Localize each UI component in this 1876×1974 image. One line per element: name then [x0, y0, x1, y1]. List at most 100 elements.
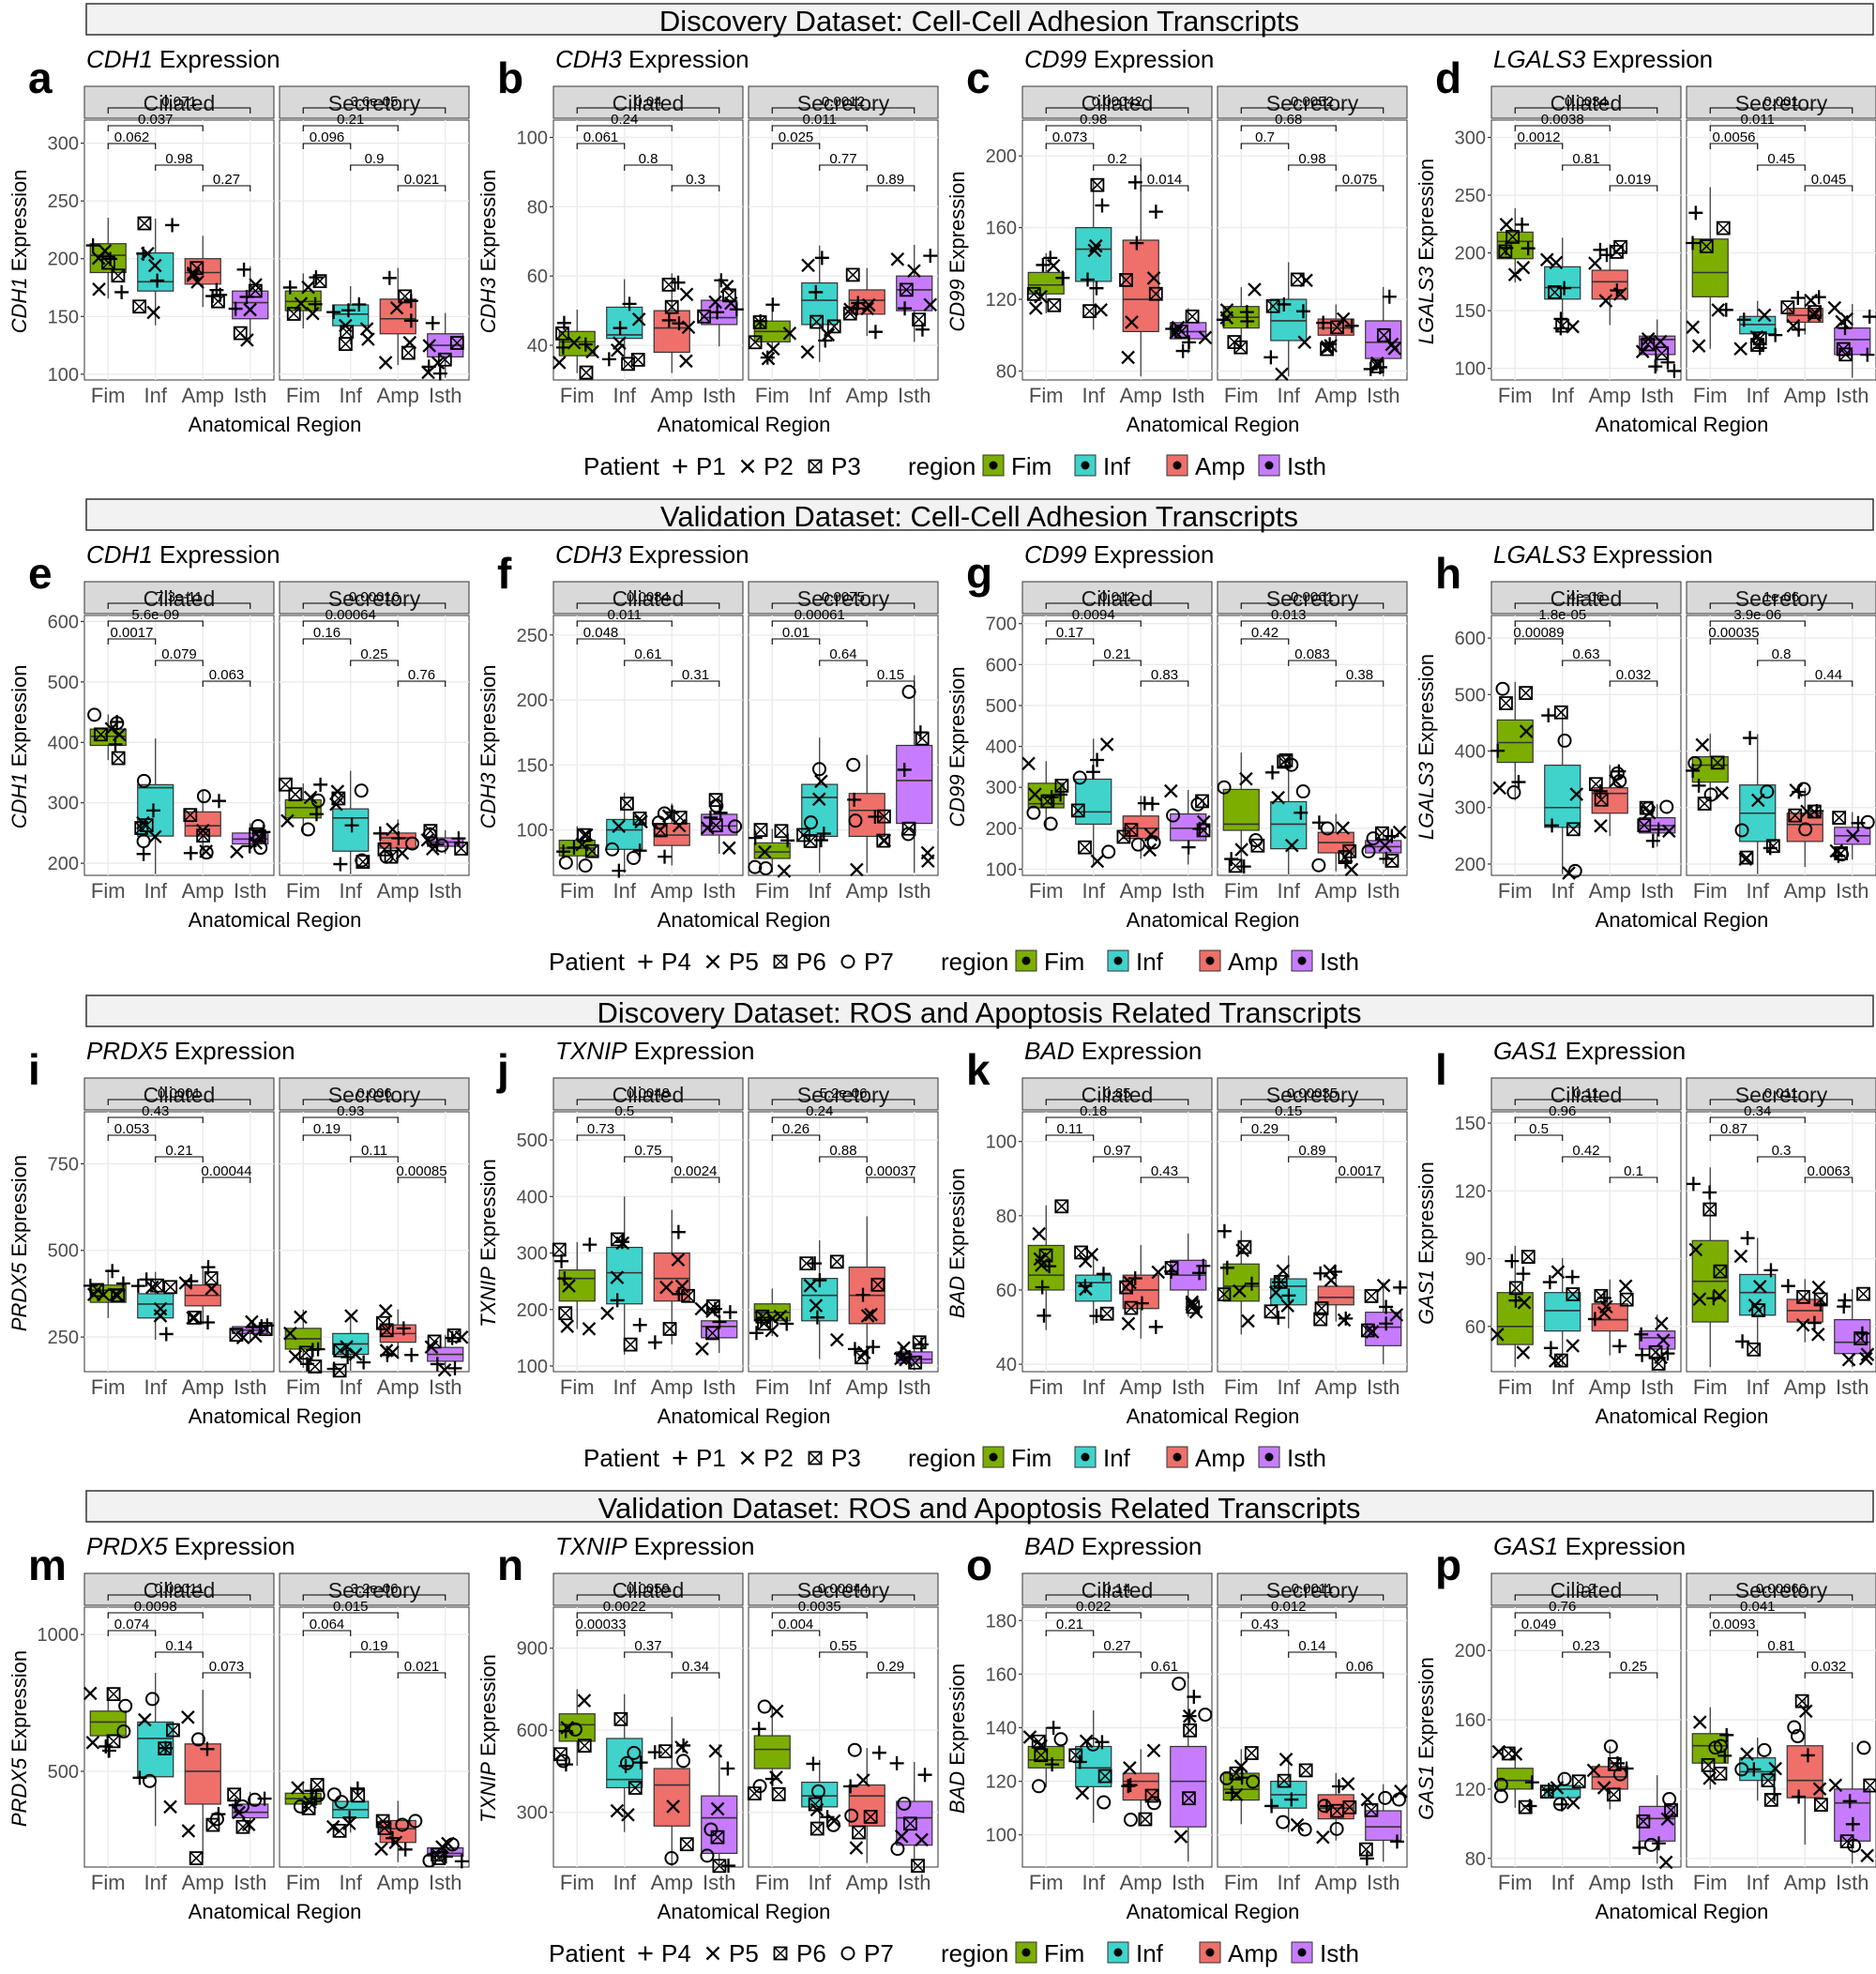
p-value-label: 0.98	[1080, 112, 1107, 128]
panel-letter: p	[1435, 1541, 1461, 1589]
y-tick-label: 90	[1465, 1250, 1486, 1270]
p-value-label: 0.0001	[158, 1086, 201, 1101]
data-point	[351, 1788, 365, 1802]
p-value-label: 0.0061	[1291, 589, 1334, 605]
x-tick-label: Inf	[340, 1375, 363, 1399]
data-point	[1618, 1279, 1633, 1294]
facet-strip	[1021, 1572, 1213, 1606]
data-point	[1795, 1318, 1810, 1332]
p-value-label: 0.013	[1271, 607, 1307, 623]
data-point	[697, 309, 712, 324]
data-point	[816, 826, 831, 841]
data-point	[1344, 862, 1359, 877]
data-point	[671, 1224, 686, 1239]
data-point	[811, 762, 826, 777]
data-point	[1336, 821, 1351, 835]
data-point	[1499, 696, 1513, 710]
data-point	[818, 333, 833, 348]
facet-label: Secretory	[797, 1578, 890, 1602]
data-point	[1054, 779, 1069, 793]
data-point	[1620, 1293, 1634, 1307]
data-point	[679, 287, 694, 302]
data-point	[1863, 1778, 1876, 1793]
p-value-label: 0.00061	[794, 607, 845, 623]
data-point	[1832, 811, 1846, 825]
sig-bracket	[1045, 1116, 1142, 1123]
data-point	[809, 284, 824, 299]
data-point	[1277, 754, 1292, 769]
data-point	[1281, 1288, 1296, 1303]
sig-bracket	[1514, 107, 1658, 114]
data-point	[1265, 298, 1280, 313]
data-point	[308, 296, 323, 311]
data-point	[826, 1817, 841, 1832]
x-tick-label: Inf	[1747, 879, 1770, 903]
data-point	[1834, 846, 1849, 860]
p-value-label: 0.00064	[325, 607, 376, 623]
panel-letter: d	[1435, 53, 1461, 102]
data-point	[251, 828, 266, 843]
data-point	[331, 791, 345, 806]
data-point	[403, 313, 418, 328]
data-point	[1664, 1803, 1678, 1817]
p-value-label: 0.064	[310, 1617, 345, 1632]
y-tick-label: 700	[986, 615, 1017, 635]
p-value-label: 0.012	[1099, 589, 1135, 605]
y-tick-label: 300	[48, 794, 79, 814]
data-point	[137, 217, 151, 231]
data-point	[1490, 743, 1505, 758]
data-point	[158, 1741, 172, 1755]
y-axis-label: TXNIP Expression	[477, 1159, 500, 1328]
data-point	[1761, 1773, 1776, 1788]
facet-strip	[1686, 85, 1876, 119]
sig-bracket	[576, 1630, 626, 1636]
data-point	[1164, 783, 1178, 798]
data-point	[1798, 822, 1813, 837]
x-tick-label: Isth	[234, 1871, 266, 1894]
x-tick-label: Fim	[560, 879, 595, 903]
data-point	[1691, 778, 1706, 793]
sig-bracket	[107, 125, 204, 131]
data-point	[404, 836, 419, 851]
data-point	[178, 1276, 193, 1290]
legend-label: Fim	[1011, 1444, 1051, 1472]
data-point	[1138, 1812, 1153, 1827]
data-point	[850, 862, 864, 877]
data-point	[1297, 1822, 1312, 1837]
y-tick-label: 500	[48, 1241, 79, 1262]
data-point	[679, 1837, 694, 1852]
sig-bracket	[1514, 125, 1611, 131]
data-point	[1648, 1345, 1663, 1359]
data-point	[1044, 790, 1059, 805]
data-point	[1239, 771, 1253, 786]
legend-label: Fim	[1011, 452, 1051, 480]
p-value-label: 0.011	[1764, 1086, 1798, 1101]
p-value-label: 0.0022	[603, 1599, 646, 1615]
p-value-label: 0.0038	[1541, 112, 1584, 128]
data-point	[1121, 1316, 1136, 1331]
p-value-label: 0.004	[779, 1617, 814, 1632]
data-point	[1516, 1345, 1531, 1359]
data-point	[806, 1756, 821, 1771]
p-value-label: 0.0048	[627, 1086, 670, 1101]
data-point	[137, 216, 152, 231]
sig-bracket	[350, 1156, 399, 1162]
data-point	[1389, 1308, 1404, 1322]
data-point	[1637, 818, 1652, 833]
y-tick-label: 300	[48, 134, 79, 155]
sig-bracket	[576, 125, 673, 131]
p-value-label: 0.0052	[1291, 94, 1334, 110]
data-point	[740, 1450, 755, 1465]
data-point	[378, 1303, 393, 1318]
data-point	[374, 1842, 388, 1857]
data-point	[1651, 822, 1666, 837]
panel-title: GAS1 Expression	[1493, 1532, 1686, 1560]
data-point	[1613, 239, 1628, 254]
sig-bracket	[1240, 602, 1384, 609]
legend-dot	[1021, 956, 1031, 965]
sig-bracket	[624, 164, 673, 171]
data-point	[1078, 840, 1092, 855]
data-point	[1588, 777, 1603, 792]
data-point	[1196, 1258, 1211, 1273]
